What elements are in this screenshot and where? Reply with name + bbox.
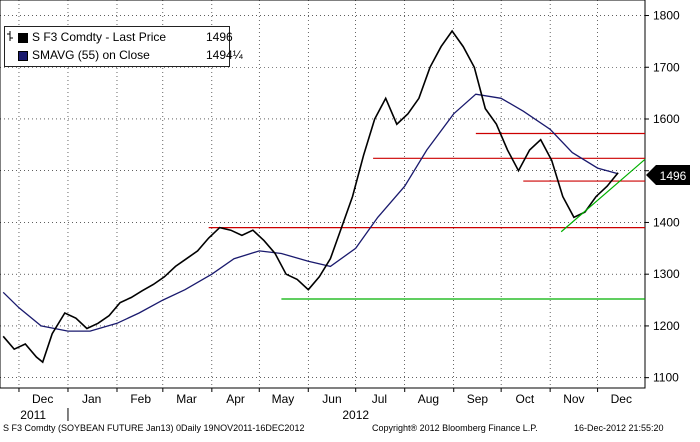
legend-sma-value: 1494¼ xyxy=(206,48,243,62)
legend-price-label: S F3 Comdty - Last Price xyxy=(32,30,167,44)
y-tick-label: 1800 xyxy=(653,9,680,23)
x-tick-label: Jan xyxy=(82,392,101,406)
sma-series xyxy=(2,93,619,332)
x-tick-label: Sep xyxy=(467,392,489,406)
x-axis: Dec Jan Feb Mar Apr May Jun Jul Aug Sep Oct Nov Dec 2… xyxy=(18,388,632,422)
trendline xyxy=(560,158,646,233)
legend: S F3 Comdty - Last Price 1496 SMAVG (55)… xyxy=(4,26,243,67)
year-label: 2011 xyxy=(20,408,46,422)
sma-swatch xyxy=(18,51,28,61)
x-tick-label: Jun xyxy=(322,392,341,406)
last-price-label: 1496 xyxy=(660,169,687,183)
reference-lines xyxy=(208,132,645,300)
y-tick-label: 1400 xyxy=(653,215,680,229)
x-tick-label: Dec xyxy=(611,392,632,406)
legend-price-value: 1496 xyxy=(206,30,233,44)
x-tick-label: Oct xyxy=(516,392,535,406)
x-tick-label: May xyxy=(272,392,295,406)
y-tick-label: 1100 xyxy=(653,371,679,385)
x-tick-label: Mar xyxy=(176,392,197,406)
y-tick-label: 1700 xyxy=(653,60,680,74)
x-tick-label: Dec xyxy=(32,392,53,406)
y-tick-label: 1300 xyxy=(653,267,680,281)
legend-sma-label: SMAVG (55) on Close xyxy=(32,48,150,62)
trendline-layer xyxy=(560,158,646,233)
footer-right: 16-Dec-2012 21:55:20 xyxy=(574,423,664,433)
x-tick-label: Jul xyxy=(372,392,387,406)
sma-line xyxy=(2,93,619,332)
legend-toggle-icon[interactable] xyxy=(6,31,14,41)
last-price-tag-shape xyxy=(646,165,690,185)
x-tick-label: Nov xyxy=(563,392,584,406)
x-tick-label: Feb xyxy=(130,392,151,406)
y-axis: 11001200130014001500160017001800 xyxy=(645,9,680,385)
footer-middle: Copyright® 2012 Bloomberg Finance L.P. xyxy=(372,423,538,433)
x-tick-label: Apr xyxy=(226,392,245,406)
last-price-tag: 1496 xyxy=(646,165,690,185)
x-tick-label: Aug xyxy=(418,392,439,406)
y-tick-label: 1200 xyxy=(653,319,680,333)
price-line xyxy=(2,29,619,364)
y-tick-label: 1600 xyxy=(653,112,680,126)
price-series xyxy=(2,29,619,364)
year-label: 2012 xyxy=(342,408,369,422)
footer-left: S F3 Comdty (SOYBEAN FUTURE Jan13) 0Dail… xyxy=(3,423,305,433)
price-swatch xyxy=(18,33,28,43)
